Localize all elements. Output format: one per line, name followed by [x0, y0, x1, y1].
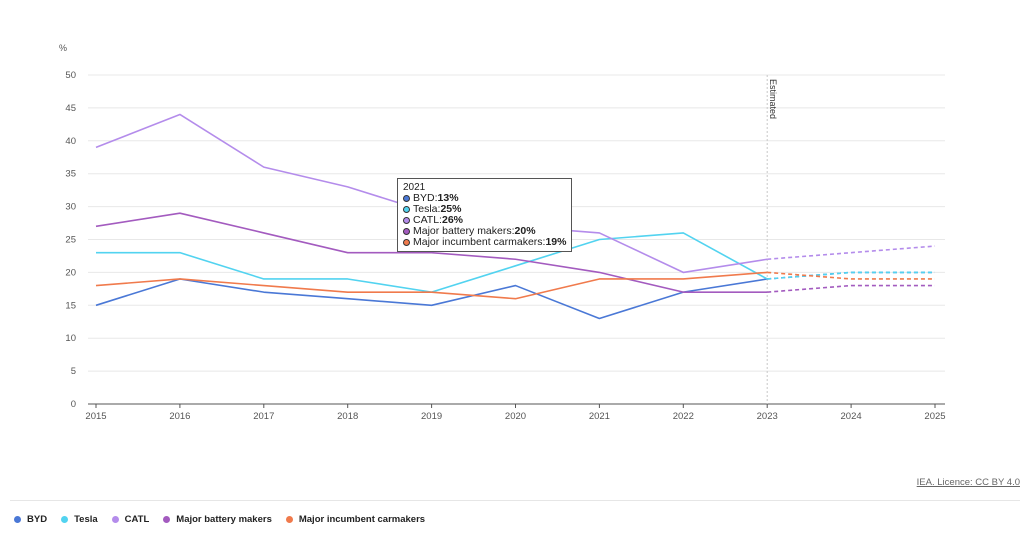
legend-label-byd: BYD: [27, 514, 48, 525]
x-tick-2016: 2016: [169, 411, 190, 422]
y-tick-15: 15: [65, 300, 76, 311]
x-tick-2025: 2025: [924, 411, 945, 422]
y-tick-40: 40: [65, 136, 76, 147]
y-tick-10: 10: [65, 333, 76, 344]
legend-dot-tesla: [61, 516, 69, 523]
estimated-annotation: Estimated: [766, 75, 778, 404]
y-tick-30: 30: [65, 202, 76, 213]
tooltip-dot-byd: [403, 195, 410, 202]
x-tick-2022: 2022: [673, 411, 694, 422]
legend-item-battery-makers[interactable]: Major battery makers: [163, 514, 272, 525]
legend-dot-battery-makers: [163, 516, 171, 523]
x-tick-2019: 2019: [421, 411, 442, 422]
x-tick-2017: 2017: [253, 411, 274, 422]
x-tick-2020: 2020: [505, 411, 526, 422]
x-tick-2024: 2024: [841, 411, 862, 422]
tooltip-dot-battery-makers: [403, 228, 410, 235]
tooltip-value-incumbent-carmakers: 19%: [545, 236, 567, 248]
series-line-major-battery-makers: [95, 212, 768, 293]
tooltip-value-battery-makers: 20%: [514, 225, 536, 237]
hover-tooltip: 2021 BYD: 13% Tesla: 25% CATL: 26% Major…: [397, 178, 573, 252]
y-tick-25: 25: [65, 235, 76, 246]
tooltip-dot-incumbent-carmakers: [403, 239, 410, 246]
licence-link[interactable]: IEA. Licence: CC BY 4.0: [916, 477, 1020, 488]
legend-dot-byd: [14, 516, 21, 523]
y-tick-35: 35: [65, 169, 76, 180]
tooltip-value-tesla: 25%: [440, 203, 462, 215]
series-line-estimated-tesla: [767, 271, 935, 280]
y-tick-0: 0: [71, 399, 76, 410]
x-tick-2018: 2018: [337, 411, 358, 422]
legend-label-battery-makers: Major battery makers: [176, 514, 272, 525]
tooltip-dot-catl: [403, 217, 410, 224]
x-tick-labels: 2015 2016 2017 2018 2019 2020 2021 2022 2023 2024…: [85, 404, 946, 422]
y-tick-45: 45: [65, 103, 76, 114]
tooltip-label-incumbent-carmakers: Major incumbent carmakers:: [413, 236, 546, 248]
series-line-estimated-major-battery-makers: [767, 284, 935, 293]
series-line-byd: [95, 278, 768, 320]
legend-label-catl: CATL: [124, 514, 150, 525]
series-line-estimated-catl: [767, 245, 936, 261]
tooltip-dot-tesla: [403, 206, 410, 213]
tooltip-row-battery-makers: Major battery makers: 20%: [403, 226, 566, 237]
y-tick-labels: 0 5 10 15 20 25 30 35 40 45 50: [65, 70, 76, 410]
tooltip-value-catl: 26%: [441, 214, 463, 226]
legend-item-incumbent-carmakers[interactable]: Major incumbent carmakers: [285, 514, 426, 525]
legend-item-catl[interactable]: CATL: [111, 514, 150, 525]
tooltip-row-catl: CATL: 26%: [403, 215, 566, 226]
estimated-label: Estimated: [768, 79, 778, 119]
legend-label-tesla: Tesla: [74, 514, 98, 525]
tooltip-row-tesla: Tesla: 25%: [403, 204, 566, 215]
tooltip-value-byd: 13%: [437, 192, 459, 204]
x-tick-2023: 2023: [757, 411, 778, 422]
legend-divider: [10, 500, 1020, 501]
tooltip-row-byd: BYD: 13%: [403, 193, 566, 204]
legend-label-incumbent-carmakers: Major incumbent carmakers: [298, 514, 426, 525]
series-line-estimated-byd: [767, 271, 935, 280]
gridlines: [88, 74, 945, 405]
tooltip-row-incumbent-carmakers: Major incumbent carmakers: 19%: [403, 237, 566, 248]
series-line-major-incumbent-carmakers: [95, 271, 768, 300]
legend-dot-incumbent-carmakers: [285, 516, 293, 523]
x-tick-2021: 2021: [589, 411, 610, 422]
y-tick-50: 50: [65, 70, 76, 81]
series-line-estimated-major-incumbent-carmakers: [767, 271, 935, 280]
tooltip-label-catl: CATL:: [413, 214, 442, 226]
legend-item-byd[interactable]: BYD: [14, 514, 47, 525]
legend: BYD Tesla CATL Major battery makers Majo…: [14, 514, 425, 525]
y-unit-label: %: [59, 43, 67, 53]
tooltip-label-tesla: Tesla:: [413, 203, 441, 215]
tooltip-label-battery-makers: Major battery makers:: [413, 225, 515, 237]
x-tick-2015: 2015: [85, 411, 106, 422]
y-tick-20: 20: [65, 267, 76, 278]
y-tick-5: 5: [71, 366, 76, 377]
legend-dot-catl: [111, 516, 119, 523]
legend-item-tesla[interactable]: Tesla: [61, 514, 98, 525]
tooltip-title: 2021: [403, 182, 426, 193]
tooltip-label-byd: BYD:: [413, 192, 438, 204]
